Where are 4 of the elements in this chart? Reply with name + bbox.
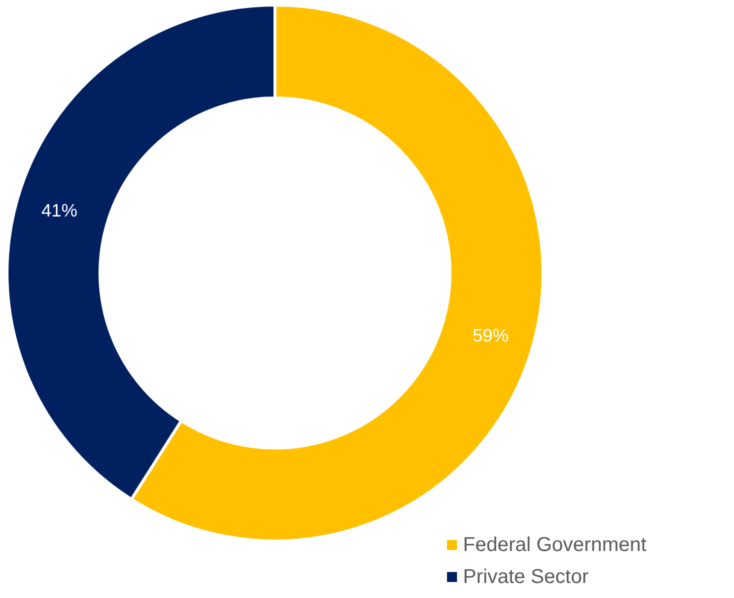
data-label: 59% — [472, 326, 509, 346]
legend-label: Private Sector — [463, 566, 589, 588]
legend-label: Federal Government — [463, 534, 647, 556]
data-label: 41% — [41, 200, 78, 220]
